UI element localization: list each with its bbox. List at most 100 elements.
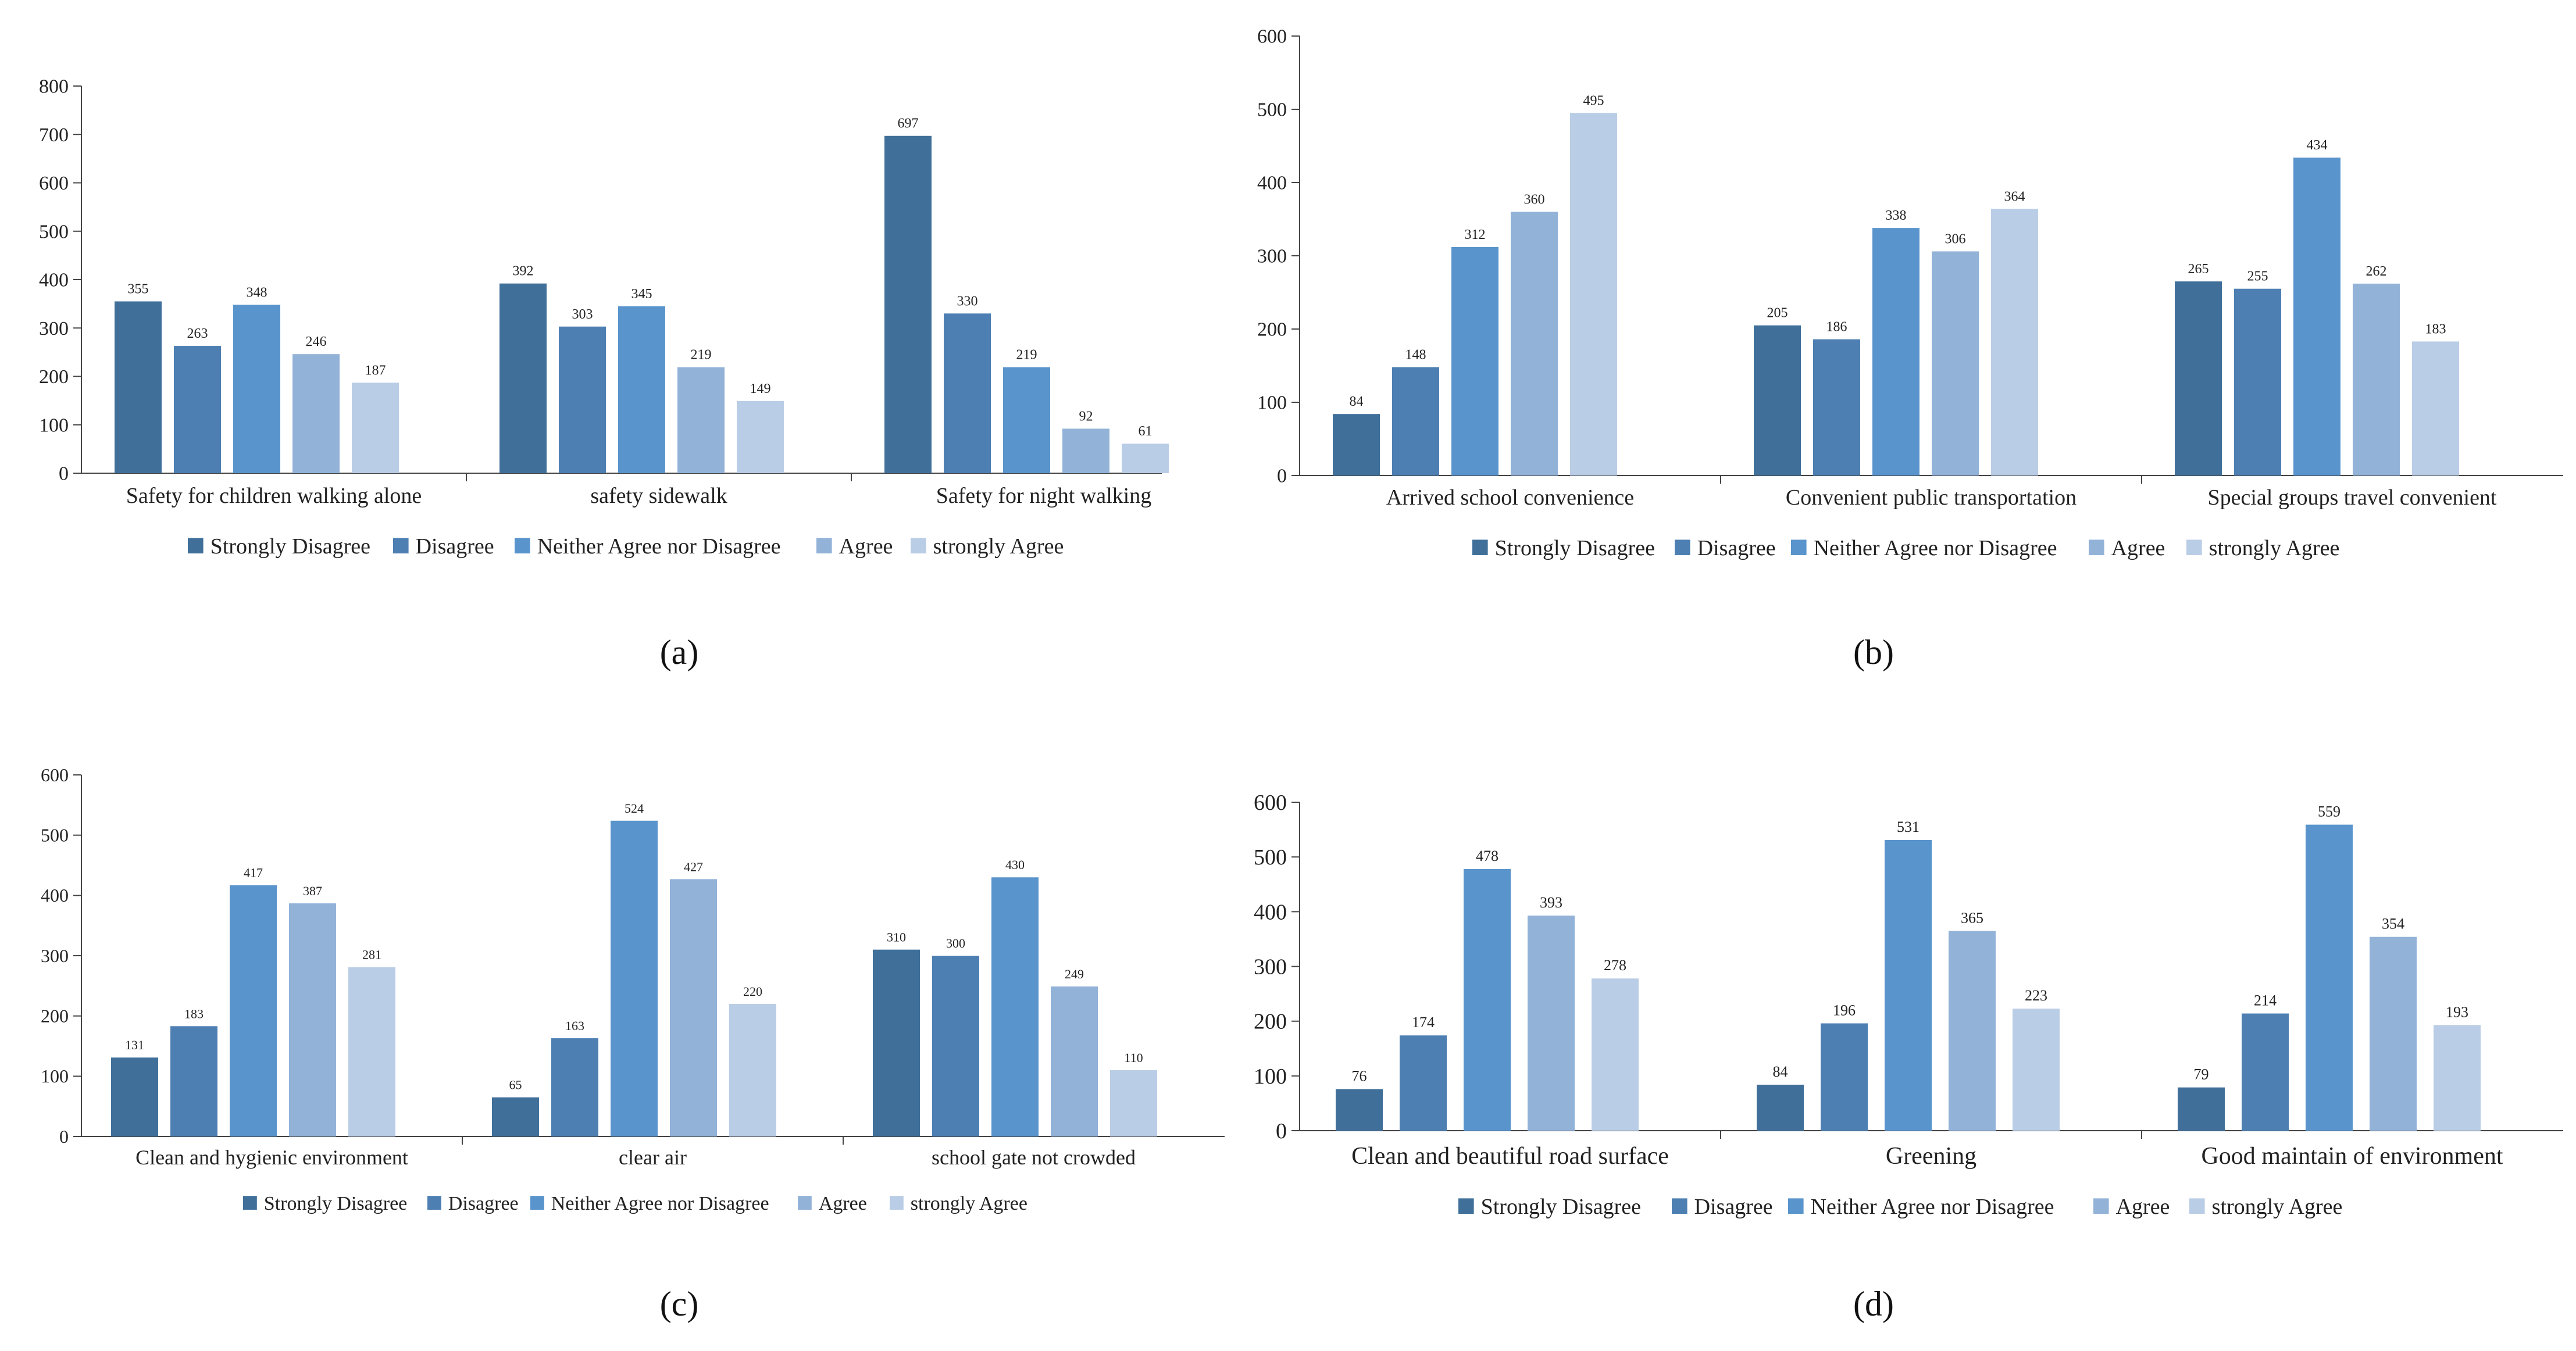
- y-tick-label: 400: [41, 885, 69, 906]
- bar: [670, 879, 717, 1136]
- bar: [1885, 839, 1932, 1131]
- legend-swatch: [243, 1196, 257, 1210]
- legend-swatch: [2186, 539, 2202, 555]
- bar: [932, 956, 979, 1136]
- bar: [2234, 288, 2281, 476]
- y-tick-label: 200: [41, 1006, 69, 1027]
- legend-swatch: [1672, 1198, 1687, 1214]
- legend-swatch: [427, 1196, 441, 1210]
- data-label: 354: [2382, 916, 2404, 932]
- bar: [1110, 1070, 1157, 1136]
- bar: [2434, 1025, 2481, 1131]
- data-label: 478: [1476, 848, 1498, 864]
- data-label: 531: [1897, 819, 1919, 835]
- data-label: 92: [1079, 409, 1093, 424]
- bar: [348, 967, 395, 1136]
- legend-label: Disagree: [1694, 1195, 1773, 1219]
- legend-label: Agree: [819, 1193, 867, 1214]
- category-label: Safety for night walking: [936, 484, 1151, 508]
- data-label: 330: [957, 294, 978, 309]
- legend-label: Neither Agree nor Disagree: [551, 1193, 769, 1214]
- bar: [991, 877, 1039, 1136]
- y-tick-label: 200: [1257, 319, 1287, 341]
- bar: [1592, 978, 1639, 1131]
- bar: [2242, 1013, 2289, 1131]
- bar: [492, 1097, 539, 1136]
- chart-panel-4: 0 100 200 300 400 500 600 Clean and beautiful r…: [1254, 791, 2563, 1323]
- category-label: Convenient public transportation: [1786, 485, 2077, 510]
- bar: [1757, 1084, 1804, 1131]
- category-label: Arrived school convenience: [1386, 485, 1634, 510]
- legend-label: Strongly Disagree: [264, 1193, 407, 1214]
- y-tick-label: 400: [39, 270, 69, 291]
- legend-label: Strongly Disagree: [1481, 1195, 1641, 1219]
- y-tick-label: 300: [1257, 246, 1287, 267]
- bar: [170, 1026, 217, 1136]
- legend-swatch: [2093, 1198, 2109, 1214]
- legend-label: strongly Agree: [911, 1193, 1027, 1214]
- data-label: 183: [184, 1006, 204, 1021]
- legend-label: Disagree: [448, 1193, 519, 1214]
- legend-swatch: [911, 538, 926, 553]
- category-label: Good maintain of environment: [2201, 1143, 2503, 1170]
- bar: [1813, 339, 1860, 476]
- data-label: 196: [1833, 1002, 1856, 1018]
- category-label: school gate not crowded: [932, 1146, 1136, 1169]
- data-label: 255: [2247, 269, 2268, 284]
- bar: [1392, 367, 1439, 476]
- y-tick-label: 500: [1257, 99, 1287, 121]
- y-tick-label: 0: [59, 1126, 69, 1147]
- data-label: 417: [244, 866, 263, 880]
- legend-swatch: [1458, 1198, 1474, 1214]
- y-tick-label: 700: [39, 124, 69, 146]
- y-tick-label: 600: [1257, 26, 1287, 48]
- legend-label: Disagree: [1697, 536, 1776, 560]
- bar: [1336, 1089, 1383, 1131]
- y-tick-label: 300: [41, 945, 69, 966]
- bar: [292, 354, 340, 473]
- y-tick-label: 800: [39, 76, 69, 98]
- bar: [1122, 444, 1169, 473]
- y-tick-label: 100: [1254, 1064, 1287, 1089]
- y-tick-label: 200: [39, 366, 69, 388]
- legend-label: Agree: [2111, 536, 2165, 560]
- bar: [873, 949, 920, 1136]
- data-label: 360: [1524, 192, 1545, 207]
- legend-label: Agree: [839, 534, 893, 559]
- data-label: 249: [1065, 967, 1084, 981]
- legend-label: Disagree: [416, 534, 494, 559]
- panel-label: (c): [660, 1285, 699, 1323]
- category-label: clear air: [619, 1146, 687, 1169]
- bar: [2293, 158, 2340, 476]
- y-tick-label: 500: [1254, 845, 1287, 870]
- data-label: 223: [2025, 987, 2047, 1004]
- data-label: 524: [625, 801, 644, 816]
- data-label: 84: [1350, 394, 1364, 409]
- bar: [1932, 251, 1979, 476]
- bar: [1528, 915, 1575, 1131]
- legend-label: Strongly Disagree: [210, 534, 370, 559]
- bar: [2353, 283, 2400, 476]
- data-label: 300: [946, 936, 965, 950]
- data-label: 310: [887, 930, 906, 945]
- y-tick-label: 0: [1277, 466, 1287, 487]
- data-label: 495: [1583, 93, 1604, 108]
- legend-swatch: [1791, 539, 1807, 555]
- chart-panel-3: 0 100 200 300 400 500 600 Clean and hygienic en…: [41, 764, 1225, 1323]
- bar: [1991, 209, 2038, 476]
- legend-swatch: [530, 1196, 544, 1210]
- category-label: safety sidewalk: [590, 484, 727, 508]
- data-label: 65: [509, 1078, 522, 1092]
- legend-swatch: [2189, 1198, 2205, 1214]
- bar: [230, 885, 277, 1136]
- legend-swatch: [1675, 539, 1690, 555]
- legend-swatch: [2089, 539, 2104, 555]
- data-label: 281: [362, 948, 381, 962]
- legend-swatch: [188, 538, 204, 553]
- legend-swatch: [890, 1196, 904, 1210]
- data-label: 131: [125, 1038, 144, 1052]
- data-label: 265: [2188, 262, 2209, 277]
- legend-label: Neither Agree nor Disagree: [537, 534, 781, 559]
- y-tick-label: 0: [59, 463, 69, 485]
- category-label: Clean and hygienic environment: [135, 1146, 408, 1169]
